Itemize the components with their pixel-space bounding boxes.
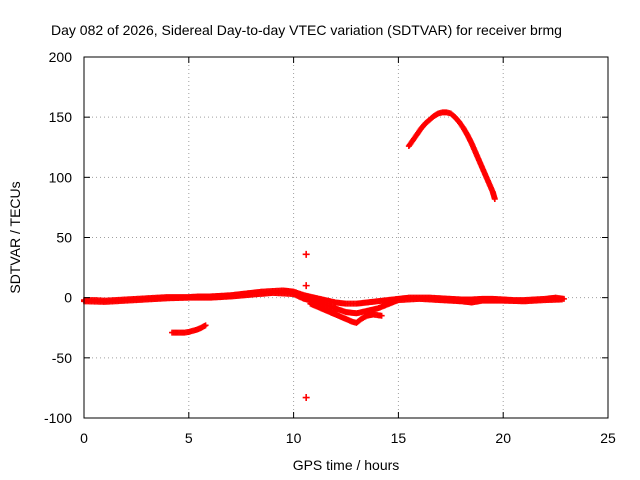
y-tick-label: -50 xyxy=(52,350,72,366)
y-tick-label: 150 xyxy=(49,109,73,125)
series-secondary-band xyxy=(81,289,565,317)
grid-lines xyxy=(84,57,608,418)
y-tick-label: 100 xyxy=(49,169,73,185)
y-tick-label: 200 xyxy=(49,49,73,65)
x-tick-label: 15 xyxy=(391,430,407,446)
series-negative-arc xyxy=(169,322,209,336)
x-tick-label: 0 xyxy=(80,430,88,446)
plot-data-layer xyxy=(81,109,567,402)
data-point-marker xyxy=(302,250,310,258)
x-tick-label: 20 xyxy=(495,430,511,446)
x-tick-label: 25 xyxy=(600,430,616,446)
y-tick-label: 50 xyxy=(56,230,72,246)
chart-title: Day 082 of 2026, Sidereal Day-to-day VTE… xyxy=(51,22,562,38)
x-tick-label: 10 xyxy=(286,430,302,446)
y-tick-label: -100 xyxy=(44,410,72,426)
series-peak-arc xyxy=(405,109,498,202)
data-point-marker xyxy=(491,195,498,202)
data-point-marker xyxy=(302,282,310,290)
series-dip-arc xyxy=(307,300,385,326)
data-point-marker xyxy=(378,312,385,319)
data-point-marker xyxy=(558,296,565,303)
data-point-marker xyxy=(202,322,209,329)
y-axis-label: SDTVAR / TECUs xyxy=(7,181,23,293)
series-outliers xyxy=(302,250,310,402)
plot-frame xyxy=(83,56,609,419)
y-tick-label: 0 xyxy=(64,290,72,306)
y-axis-ticks: -100 -50 0 50 100 150 200 xyxy=(44,49,608,426)
x-tick-label: 5 xyxy=(185,430,193,446)
data-point-marker xyxy=(302,394,310,402)
x-axis-ticks: 0 5 10 15 20 25 xyxy=(80,57,616,446)
x-axis-label: GPS time / hours xyxy=(293,457,400,473)
